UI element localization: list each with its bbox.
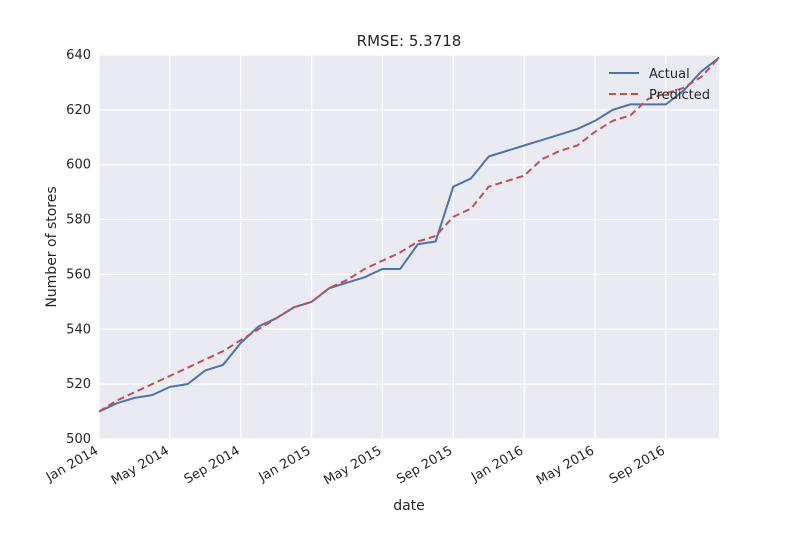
x-tick-label: Jan 2014 xyxy=(43,443,101,485)
x-tick-label: Sep 2015 xyxy=(394,443,455,487)
y-tick-label: 560 xyxy=(66,267,91,282)
y-tick-labels: 500 520 540 560 580 600 620 640 xyxy=(66,48,91,447)
y-tick-label: 500 xyxy=(66,432,91,447)
y-tick-label: 580 xyxy=(66,213,91,228)
chart-title: RMSE: 5.3718 xyxy=(357,32,462,50)
x-tick-label: Sep 2014 xyxy=(182,443,243,487)
series-line-actual xyxy=(98,56,720,413)
x-tick-label: May 2016 xyxy=(534,443,597,488)
legend-label-predicted: Predicted xyxy=(649,88,710,103)
series-layer xyxy=(98,56,720,413)
y-tick-label: 540 xyxy=(66,322,91,337)
legend-label-actual: Actual xyxy=(649,67,690,82)
x-axis-label: date xyxy=(393,498,425,514)
grid xyxy=(98,54,719,440)
y-axis-label: Number of stores xyxy=(44,186,60,307)
x-tick-label: May 2014 xyxy=(109,443,172,488)
x-tick-label: Sep 2016 xyxy=(607,443,668,487)
y-tick-label: 620 xyxy=(66,103,91,118)
legend: Actual Predicted xyxy=(609,67,710,103)
y-tick-label: 520 xyxy=(66,377,91,392)
series-line-predicted xyxy=(98,57,720,413)
x-tick-label: Jan 2016 xyxy=(468,443,526,485)
x-tick-label: Jan 2015 xyxy=(256,443,314,485)
x-tick-label: May 2015 xyxy=(321,443,384,488)
x-tick-labels: Jan 2014 May 2014 Sep 2014 Jan 2015 May 2015… xyxy=(43,443,668,488)
y-tick-label: 600 xyxy=(66,158,91,173)
y-tick-label: 640 xyxy=(66,48,91,63)
